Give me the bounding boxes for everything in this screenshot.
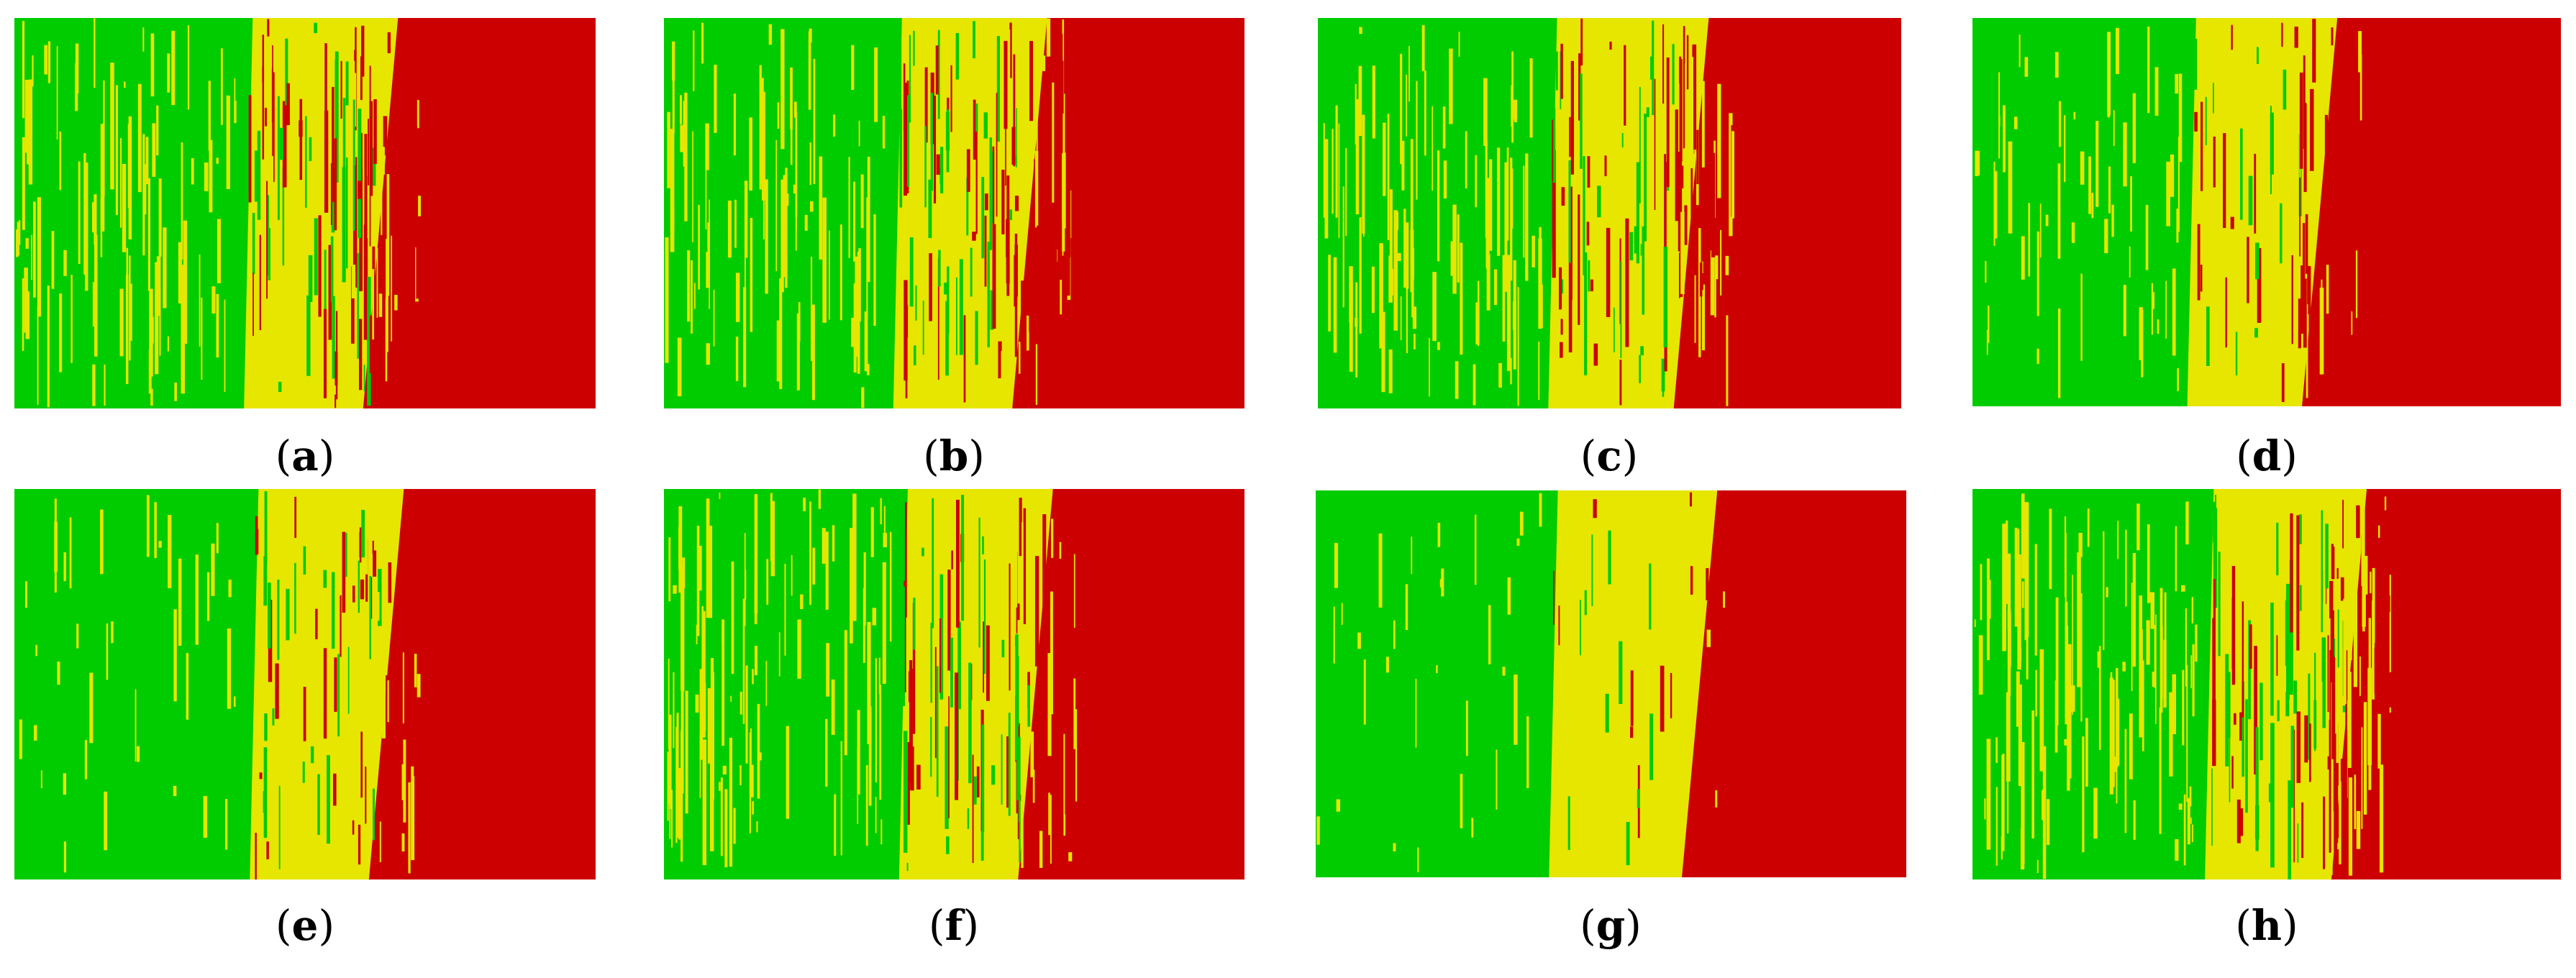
caption-f: (f) [928,901,980,950]
map-panel-g-image [1316,490,1906,877]
map-panel-h [1972,489,2561,879]
caption-a: (a) [275,431,335,480]
map-panel-e [14,489,596,879]
map-panel-c [1318,18,1901,408]
map-panel-d [1972,18,2561,406]
map-panel-f-image [664,489,1244,879]
caption-e: (e) [275,901,335,950]
map-panel-d-image [1972,18,2561,406]
caption-c: (c) [1580,431,1639,480]
map-panel-c-image [1318,18,1901,408]
map-panel-a-image [14,18,596,408]
map-panel-b [664,18,1244,408]
caption-d: (d) [2236,431,2298,480]
caption-h: (h) [2235,901,2298,950]
map-panel-a [14,18,596,408]
map-panel-e-image [14,489,596,879]
caption-g: (g) [1580,901,1642,950]
map-panel-b-image [664,18,1244,408]
map-panel-g [1316,490,1906,877]
map-panel-h-image [1972,489,2561,879]
map-panel-f [664,489,1244,879]
caption-b: (b) [923,431,985,480]
